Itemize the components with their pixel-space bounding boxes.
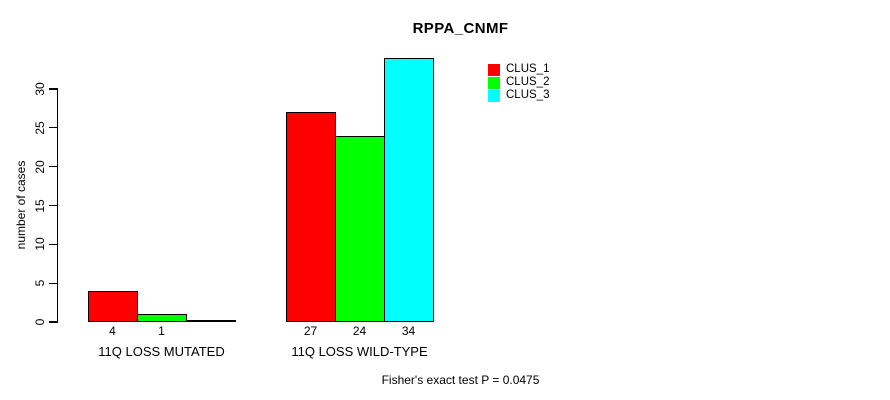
bar-value-label: 27	[303, 324, 318, 338]
bar-value-label: 24	[352, 324, 367, 338]
y-tick	[49, 88, 58, 90]
legend: CLUS_1 CLUS_2 CLUS_3	[488, 63, 549, 102]
y-tick-label: 0	[33, 318, 47, 326]
legend-item-clus2: CLUS_2	[488, 76, 549, 89]
y-tick-label: 5	[33, 279, 47, 287]
y-axis-line	[56, 89, 58, 324]
bar-clus_2-group1	[137, 314, 187, 322]
y-tick	[49, 166, 58, 168]
y-tick	[49, 127, 58, 129]
x-group-label: 11Q LOSS MUTATED	[98, 344, 225, 359]
bar-value-label: 4	[109, 324, 116, 338]
y-axis-label: number of cases	[14, 160, 28, 250]
bar-value-label: 1	[158, 324, 165, 338]
y-tick	[49, 321, 58, 323]
legend-label-clus3: CLUS_3	[506, 89, 550, 101]
y-tick	[49, 282, 58, 284]
legend-swatch-clus3-icon	[488, 89, 500, 102]
bar-clus_1-group2	[286, 112, 336, 322]
y-tick-label: 10	[33, 237, 47, 252]
x-group-label: 11Q LOSS WILD-TYPE	[291, 344, 428, 359]
annotation-text: Fisher's exact test P = 0.0475	[381, 373, 540, 387]
y-tick	[49, 204, 58, 207]
y-tick-label: 15	[33, 198, 47, 213]
y-tick	[49, 243, 58, 245]
legend-label-clus2: CLUS_2	[506, 76, 550, 88]
y-tick-label: 30	[33, 82, 47, 96]
y-tick-label: 25	[33, 121, 47, 135]
legend-swatch-clus2-icon	[488, 76, 500, 89]
bar-clus_1-group1	[88, 290, 138, 322]
legend-swatch-clus1-icon	[488, 63, 500, 76]
legend-item-clus3: CLUS_3	[488, 89, 549, 102]
bar-clus_3-group1-zero	[186, 320, 236, 322]
y-tick-label: 20	[33, 159, 47, 174]
bar-clus_3-group2	[384, 57, 434, 322]
bar-value-label: 34	[401, 324, 416, 338]
legend-label-clus1: CLUS_1	[506, 63, 550, 75]
chart-title: RPPA_CNMF	[412, 20, 509, 37]
bar-clus_2-group2	[335, 135, 385, 322]
legend-item-clus1: CLUS_1	[488, 63, 549, 76]
